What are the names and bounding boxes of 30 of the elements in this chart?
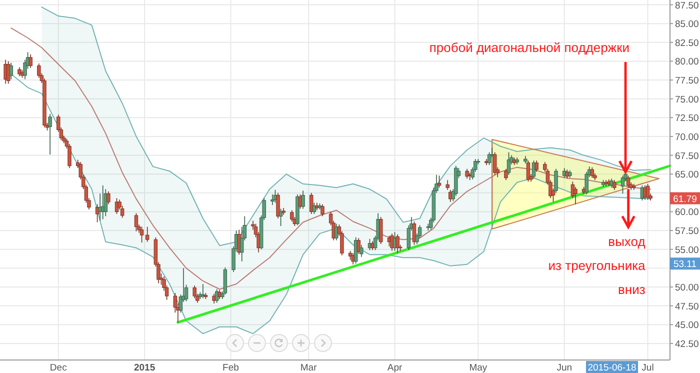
y-tick-label: 80.00	[675, 56, 699, 68]
y-tick-label: 65.00	[675, 170, 699, 181]
y-tick-label: 87.50	[675, 0, 699, 12]
y-tick-label: 55.00	[675, 244, 699, 256]
x-tick-label: Jun	[556, 362, 572, 373]
y-tick-label: 45.00	[675, 320, 699, 332]
x-tick-label: Dec	[50, 362, 68, 373]
y-tick-label: 57.50	[675, 226, 699, 238]
x-tick-label: Mar	[300, 362, 317, 373]
x-tick-label: Jul	[642, 362, 654, 373]
y-tick-label: 60.00	[675, 207, 699, 218]
y-tick-label: 42.50	[675, 338, 699, 350]
y-tick-label: 75.00	[675, 94, 699, 106]
annotation: 53.11	[673, 259, 697, 270]
y-tick-label: 67.50	[675, 150, 699, 162]
y-tick-label: 70.00	[675, 132, 699, 143]
text: 2015-06-18	[588, 362, 636, 373]
y-tick-label: 82.50	[675, 38, 699, 49]
x-tick-label: 2015	[134, 362, 156, 373]
y-tick-label: 50.00	[675, 282, 699, 294]
y-tick-label: 47.50	[675, 301, 699, 312]
x-tick-label: Apr	[387, 362, 402, 373]
x-tick-label: Feb	[222, 362, 239, 373]
y-tick-label: 85.00	[675, 19, 699, 30]
annotation: выход из треугольника вниз	[548, 234, 646, 298]
y-tick-label: 77.50	[675, 76, 699, 87]
annotation: пробой диагональной поддержки	[429, 40, 630, 55]
annotation: 61.79	[673, 194, 697, 205]
y-tick-label: 72.50	[675, 113, 699, 124]
x-tick-label: May	[469, 362, 488, 373]
